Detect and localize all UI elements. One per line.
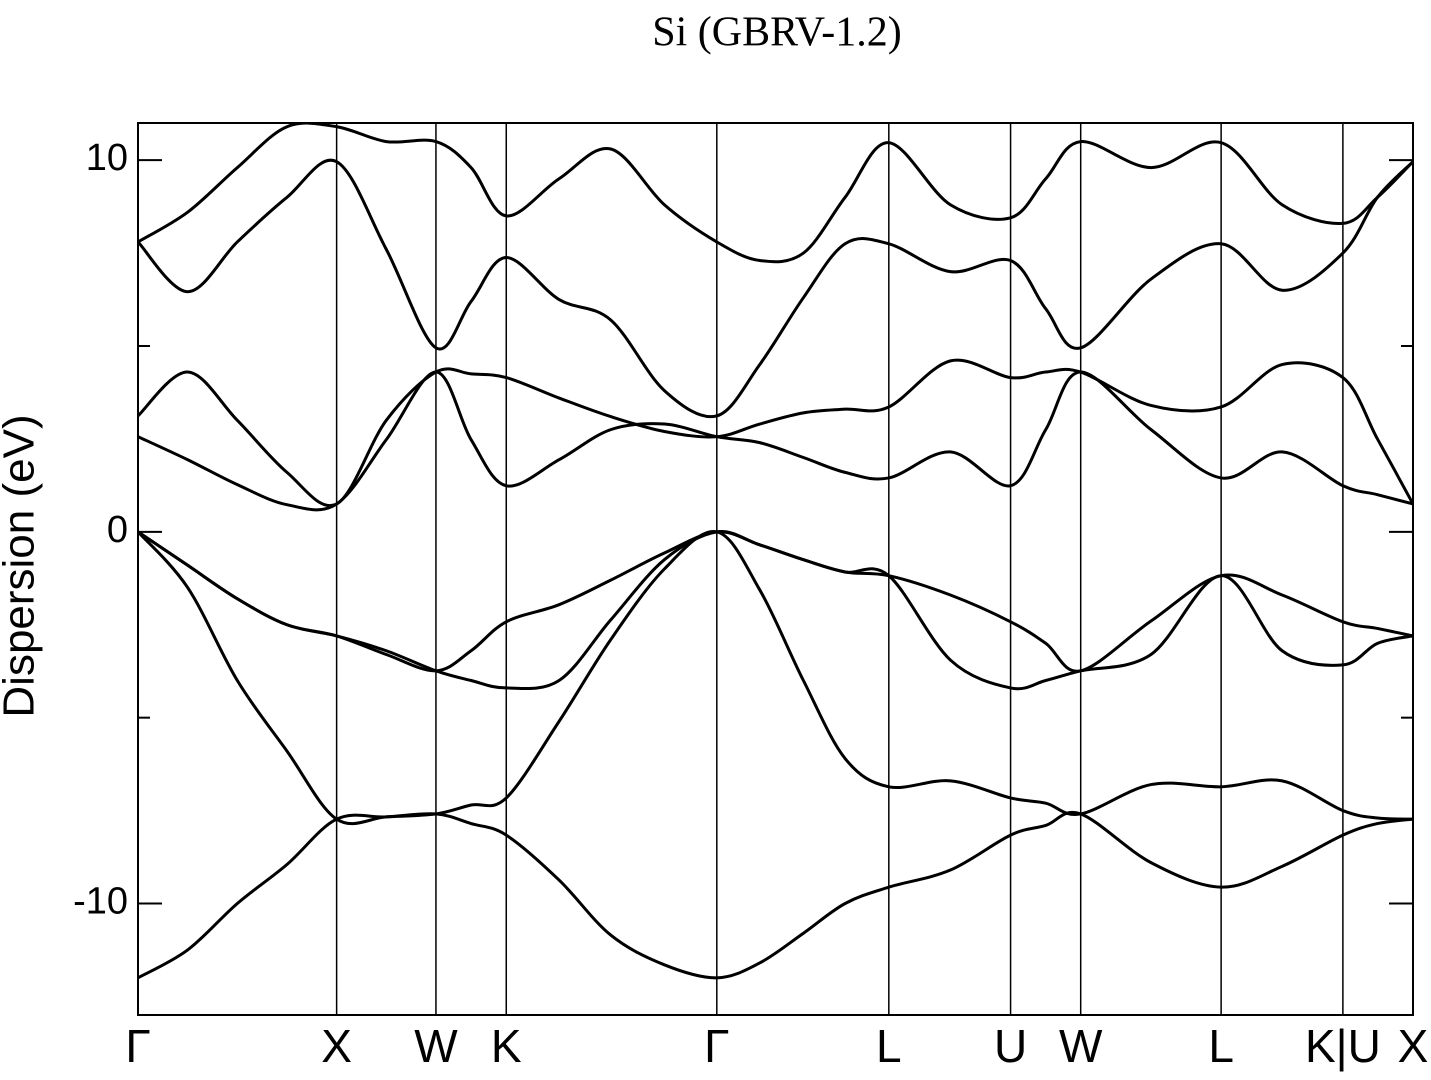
x-tick-label: K|U (1305, 1020, 1381, 1072)
band-line (138, 811, 1413, 980)
band-line (138, 358, 1413, 508)
x-tick-label: K (491, 1020, 522, 1072)
y-tick-label: -10 (73, 881, 128, 923)
x-tick-label: L (876, 1020, 902, 1072)
x-tick-label: Γ (125, 1020, 150, 1072)
x-tick-label: L (1208, 1020, 1234, 1072)
band-line (138, 123, 1413, 264)
x-tick-label: U (994, 1020, 1027, 1072)
x-tick-label: X (1398, 1020, 1429, 1072)
y-axis-label: Dispersion (eV) (0, 414, 44, 717)
y-tick-label: 0 (107, 509, 128, 551)
band-line (138, 530, 1413, 826)
band-line (138, 530, 1413, 673)
x-tick-label: X (321, 1020, 352, 1072)
x-tick-label: W (414, 1020, 458, 1072)
y-tick-label: 10 (86, 137, 128, 179)
band-line (138, 370, 1413, 512)
x-tick-label: W (1059, 1020, 1103, 1072)
x-tick-label: Γ (704, 1020, 729, 1072)
chart-title: Si (GBRV-1.2) (652, 10, 901, 56)
band-line (138, 158, 1413, 419)
